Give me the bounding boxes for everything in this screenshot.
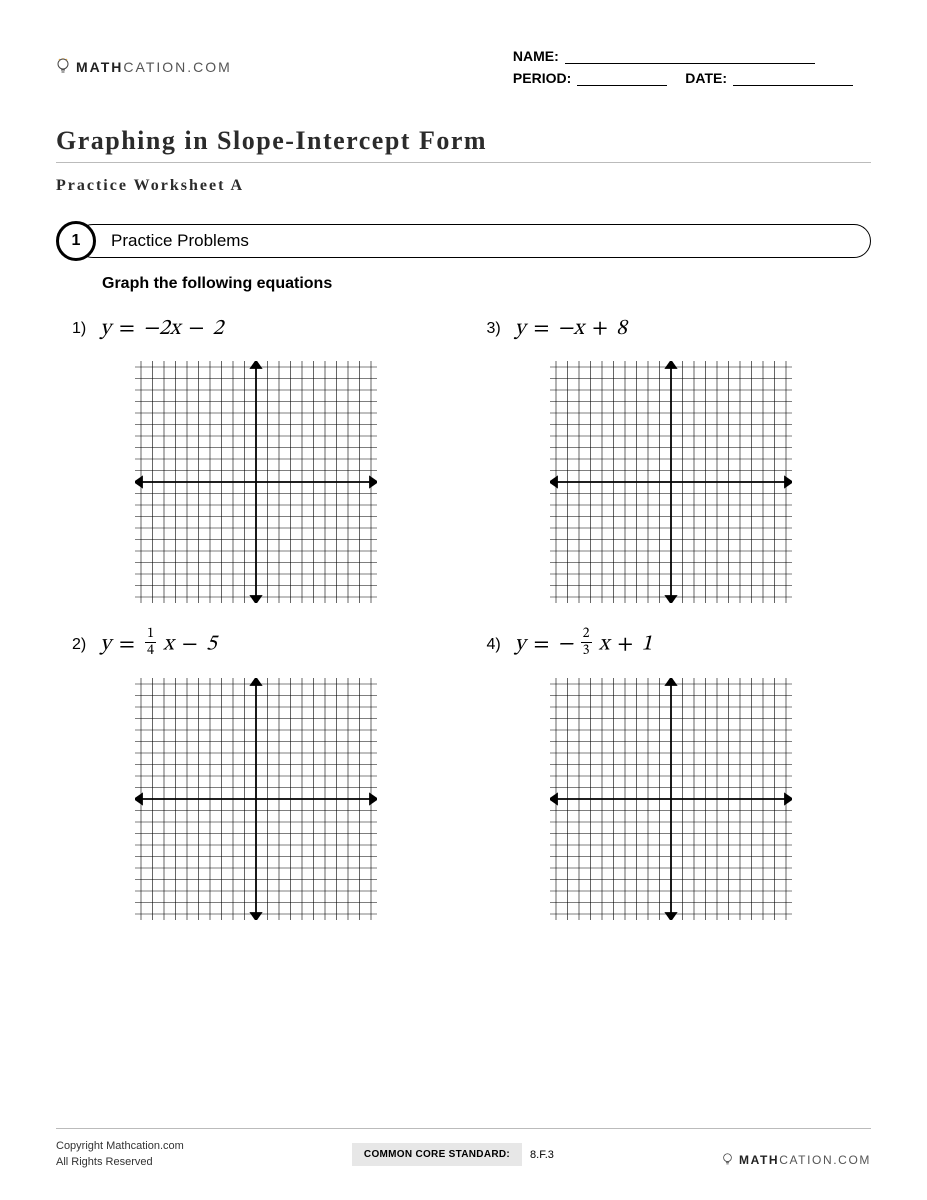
- lightbulb-icon: [722, 1153, 733, 1167]
- section-number: 1: [72, 232, 81, 250]
- ccs-value: 8.F.3: [530, 1149, 554, 1161]
- coord-grid-wrap: [64, 361, 449, 603]
- brand-light: CATION.COM: [123, 59, 231, 75]
- problem-equation: y = − 23 x + 1: [515, 629, 653, 660]
- problem-equation: y = 14 x − 5: [100, 629, 217, 660]
- coord-grid: [550, 361, 792, 603]
- copyright-line1: Copyright Mathcation.com: [56, 1139, 184, 1154]
- problem-number: 2): [72, 636, 86, 654]
- coord-grid: [550, 678, 792, 920]
- problem: 2) y = 14 x − 5: [64, 629, 449, 920]
- page-header: MATHCATION.COM NAME: PERIOD: DATE:: [56, 48, 871, 92]
- section-number-circle: 1: [56, 221, 96, 261]
- name-label: NAME:: [513, 48, 559, 64]
- section-header: 1 Practice Problems: [56, 221, 871, 261]
- coord-grid-wrap: [479, 678, 864, 920]
- footer-rule: [56, 1128, 871, 1129]
- brand-light: CATION.COM: [779, 1153, 871, 1167]
- period-blank[interactable]: [577, 72, 667, 86]
- coord-grid-wrap: [64, 678, 449, 920]
- footer-brand-logo: MATHCATION.COM: [722, 1153, 871, 1167]
- date-label: DATE:: [685, 70, 727, 86]
- problem: 4) y = − 23 x + 1: [479, 629, 864, 920]
- coord-grid: [135, 678, 377, 920]
- section-label: Practice Problems: [111, 231, 249, 251]
- coord-grid: [135, 361, 377, 603]
- common-core-box: COMMON CORE STANDARD: 8.F.3: [352, 1143, 554, 1166]
- student-fields: NAME: PERIOD: DATE:: [513, 48, 871, 92]
- copyright-line2: All Rights Reserved: [56, 1155, 184, 1170]
- brand-strong: MATH: [739, 1153, 779, 1167]
- ccs-label: COMMON CORE STANDARD:: [352, 1143, 522, 1166]
- problem-number: 4): [487, 636, 501, 654]
- period-label: PERIOD:: [513, 70, 571, 86]
- title-rule: [56, 162, 871, 163]
- brand-strong: MATH: [76, 59, 123, 75]
- section-instruction: Graph the following equations: [102, 275, 871, 293]
- problem-equation: y = −2x − 2: [100, 315, 223, 343]
- section-pill-body: Practice Problems: [76, 224, 871, 258]
- brand-text: MATHCATION.COM: [76, 59, 232, 75]
- page-subtitle: Practice Worksheet A: [56, 177, 871, 195]
- lightbulb-icon: [56, 58, 70, 76]
- name-blank[interactable]: [565, 50, 815, 64]
- problem-equation: y = −x + 8: [515, 315, 627, 343]
- copyright: Copyright Mathcation.com All Rights Rese…: [56, 1139, 184, 1170]
- problem: 3) y = −x + 8: [479, 315, 864, 603]
- coord-grid-wrap: [479, 361, 864, 603]
- date-blank[interactable]: [733, 72, 853, 86]
- problems-grid: 1) y = −2x − 2 3) y = −x + 8 2) y = 14 x…: [56, 315, 871, 920]
- page-title: Graphing in Slope-Intercept Form: [56, 126, 871, 156]
- brand-logo: MATHCATION.COM: [56, 58, 232, 76]
- problem-number: 1): [72, 320, 86, 338]
- problem: 1) y = −2x − 2: [64, 315, 449, 603]
- page-footer: Copyright Mathcation.com All Rights Rese…: [56, 1128, 871, 1170]
- brand-text: MATHCATION.COM: [739, 1153, 871, 1167]
- problem-number: 3): [487, 320, 501, 338]
